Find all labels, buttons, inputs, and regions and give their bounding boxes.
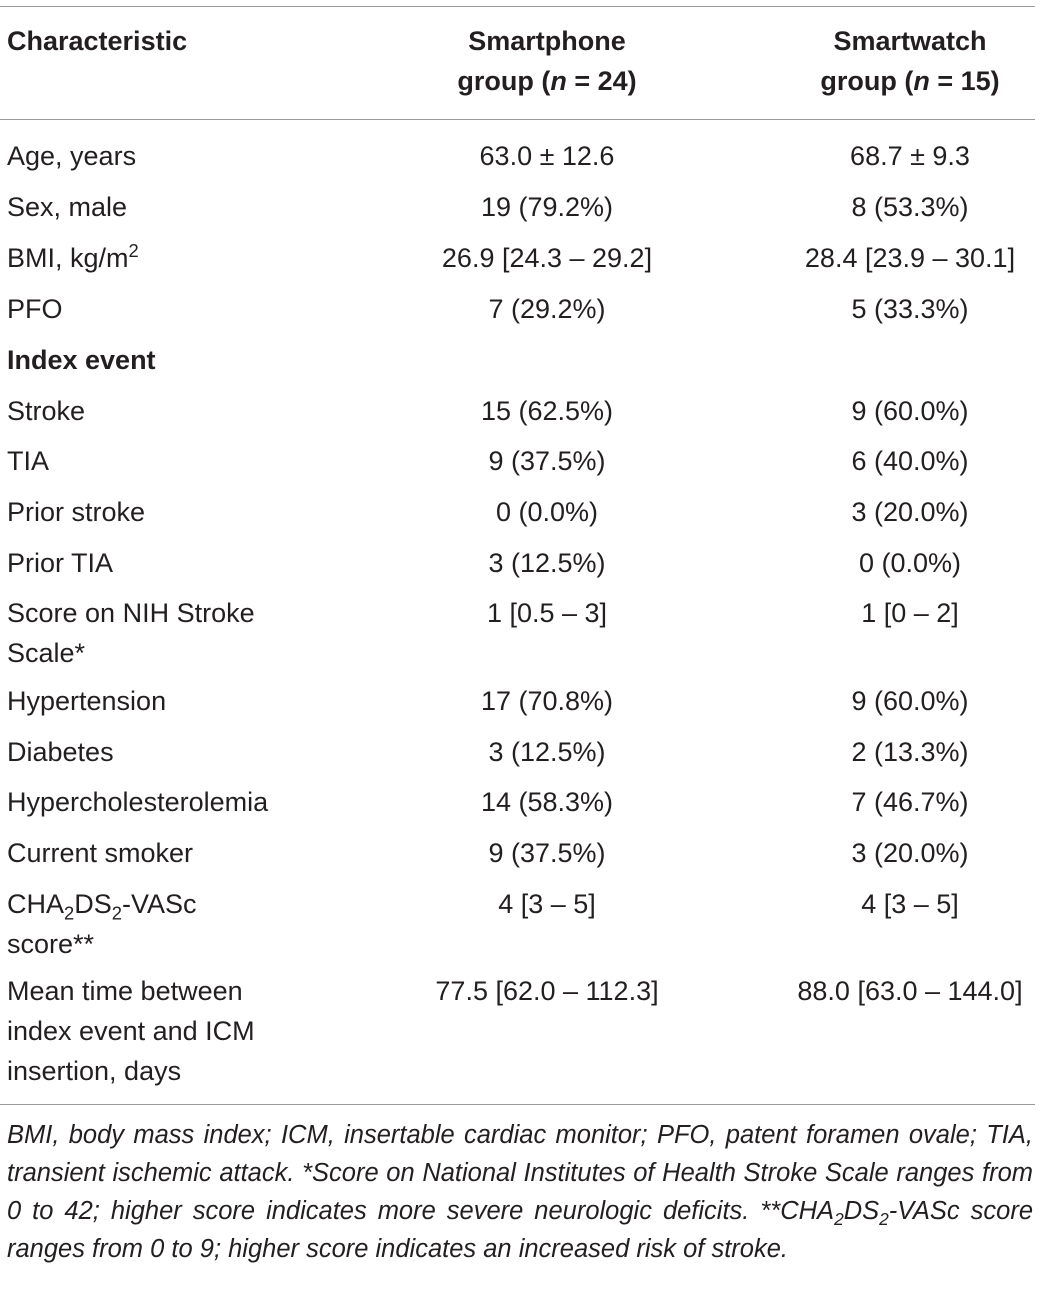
row-label-prior-tia: Prior TIA bbox=[7, 548, 114, 578]
row-smartphone-hypercholesterolemia: 14 (58.3%) bbox=[480, 787, 614, 817]
header-smartwatch: Smartwatch group (n = 15) bbox=[750, 21, 1040, 101]
row-label-hypertension: Hypertension bbox=[7, 686, 167, 716]
row-label-hypercholesterolemia: Hypercholesterolemia bbox=[7, 787, 269, 817]
row-smartphone-stroke: 15 (62.5%) bbox=[480, 396, 614, 426]
row-smartwatch-age: 68.7 ± 9.3 bbox=[850, 141, 970, 171]
header-characteristic: Characteristic bbox=[7, 26, 188, 56]
row-label-stroke: Stroke bbox=[7, 396, 86, 426]
row-smartwatch-hypercholesterolemia: 7 (46.7%) bbox=[851, 787, 969, 817]
table-footnote: BMI, body mass index; ICM, insertable ca… bbox=[7, 1121, 1033, 1263]
row-smartwatch-pfo: 5 (33.3%) bbox=[851, 294, 969, 324]
row-smartwatch-mean-time: 88.0 [63.0 – 144.0] bbox=[797, 976, 1023, 1006]
header-smartwatch-line2: group (n = 15) bbox=[820, 66, 1000, 96]
row-label-mean-time: Mean time between index event and ICM inse… bbox=[7, 976, 255, 1086]
row-smartphone-age: 63.0 ± 12.6 bbox=[479, 141, 615, 171]
row-smartphone-bmi: 26.9 [24.3 – 29.2] bbox=[441, 243, 653, 273]
row-smartphone-mean-time: 77.5 [62.0 – 112.3] bbox=[435, 976, 659, 1006]
row-smartwatch-stroke: 9 (60.0%) bbox=[851, 396, 969, 426]
section-heading-index-event: Index event bbox=[7, 345, 156, 375]
row-label-prior-stroke: Prior stroke bbox=[7, 497, 146, 527]
row-smartwatch-bmi: 28.4 [23.9 – 30.1] bbox=[804, 243, 1016, 273]
table-bottom-rule bbox=[0, 1104, 1035, 1105]
row-smartphone-prior-tia: 3 (12.5%) bbox=[488, 548, 606, 578]
row-label-age: Age, years bbox=[7, 141, 137, 171]
row-smartwatch-prior-tia: 0 (0.0%) bbox=[858, 548, 962, 578]
row-label-bmi: BMI, kg/m2 bbox=[7, 240, 139, 273]
header-smartwatch-line1: Smartwatch bbox=[833, 26, 987, 56]
row-smartphone-pfo: 7 (29.2%) bbox=[488, 294, 606, 324]
row-smartphone-nih-stroke-scale: 1 [0.5 – 3] bbox=[486, 598, 608, 628]
table-top-rule bbox=[0, 6, 1035, 7]
row-label-current-smoker: Current smoker bbox=[7, 838, 194, 868]
row-smartwatch-sex: 8 (53.3%) bbox=[851, 192, 969, 222]
row-label-pfo: PFO bbox=[7, 294, 63, 324]
row-label-sex: Sex, male bbox=[7, 192, 128, 222]
row-smartphone-hypertension: 17 (70.8%) bbox=[480, 686, 614, 716]
row-smartwatch-tia: 6 (40.0%) bbox=[851, 446, 969, 476]
row-smartphone-prior-stroke: 0 (0.0%) bbox=[495, 497, 599, 527]
header-smartphone-line2: group (n = 24) bbox=[457, 66, 637, 96]
row-label-nih-stroke-scale: Score on NIH Stroke Scale* bbox=[7, 598, 255, 668]
header-smartphone: Smartphone group (n = 24) bbox=[378, 21, 716, 101]
row-label-cha2ds2-vasc: CHA2DS2-VASc score** bbox=[7, 889, 197, 959]
row-smartphone-sex: 19 (79.2%) bbox=[480, 192, 614, 222]
row-smartphone-cha2ds2-vasc: 4 [3 – 5] bbox=[498, 889, 596, 919]
row-smartphone-diabetes: 3 (12.5%) bbox=[488, 737, 606, 767]
row-smartphone-tia: 9 (37.5%) bbox=[488, 446, 606, 476]
row-smartwatch-prior-stroke: 3 (20.0%) bbox=[851, 497, 969, 527]
row-smartwatch-cha2ds2-vasc: 4 [3 – 5] bbox=[861, 889, 959, 919]
row-label-diabetes: Diabetes bbox=[7, 737, 114, 767]
row-smartwatch-nih-stroke-scale: 1 [0 – 2] bbox=[861, 598, 959, 628]
row-smartwatch-diabetes: 2 (13.3%) bbox=[851, 737, 969, 767]
row-smartwatch-hypertension: 9 (60.0%) bbox=[851, 686, 969, 716]
row-smartwatch-current-smoker: 3 (20.0%) bbox=[851, 838, 969, 868]
header-smartphone-line1: Smartphone bbox=[468, 26, 626, 56]
row-label-tia: TIA bbox=[7, 446, 50, 476]
table-header-rule bbox=[0, 119, 1035, 120]
row-smartphone-current-smoker: 9 (37.5%) bbox=[488, 838, 606, 868]
